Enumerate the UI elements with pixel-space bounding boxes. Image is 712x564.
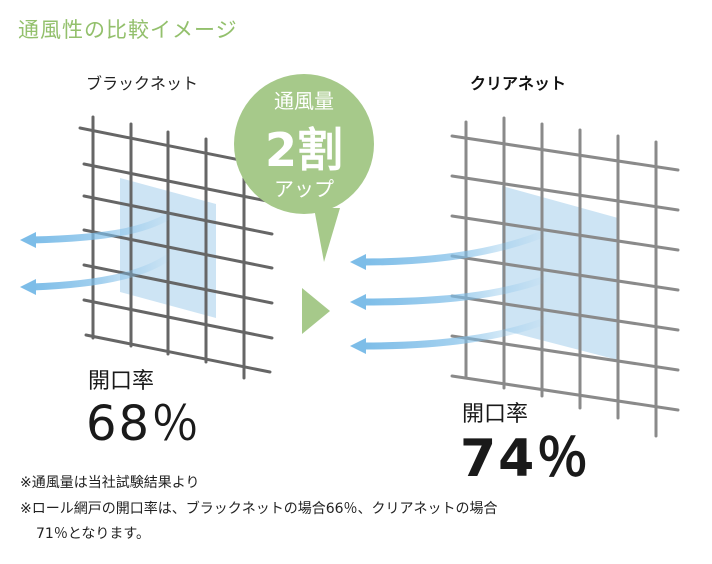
black-net — [20, 115, 274, 380]
page-title: 通風性の比較イメージ — [18, 18, 238, 42]
clear-net-rate-label: 開口率 — [462, 402, 529, 427]
arrowhead-icon — [20, 232, 36, 248]
arrowhead-icon — [350, 294, 366, 310]
comparison-arrow-icon — [302, 288, 330, 334]
bubble-line3: アップ — [274, 177, 334, 201]
black-net-rate-label: 開口率 — [88, 369, 155, 394]
air-arrow-icon — [28, 208, 179, 244]
improvement-bubble: 通風量 2割 アップ — [234, 74, 374, 262]
footnote-test-source: ※通風量は当社試験結果より — [20, 475, 200, 491]
footnote-roll-screen: ※ロール網戸の開口率は、ブラックネットの場合66％、クリアネットの場合 — [20, 501, 498, 517]
black-net-label: ブラックネット — [86, 74, 199, 93]
air-arrow-icon — [360, 228, 552, 266]
clear-net-rate-value: 74％ — [460, 429, 591, 489]
footnote-roll-screen-continued: 71％となります。 — [36, 526, 150, 542]
arrowhead-icon — [20, 279, 36, 295]
air-arrow-icon — [360, 316, 552, 350]
bubble-line2: 2割 — [265, 123, 343, 177]
air-arrow-icon — [360, 274, 552, 306]
air-arrow-icon — [28, 252, 174, 291]
black-net-rate-value: 68％ — [86, 396, 202, 452]
arrowhead-icon — [350, 338, 366, 354]
bubble-line1: 通風量 — [274, 89, 334, 113]
clear-net — [350, 116, 680, 438]
air-flow-arrows-right — [350, 228, 552, 354]
arrowhead-icon — [350, 254, 366, 270]
air-flow-arrows-left — [20, 208, 179, 295]
clear-net-label: クリアネット — [470, 74, 567, 93]
